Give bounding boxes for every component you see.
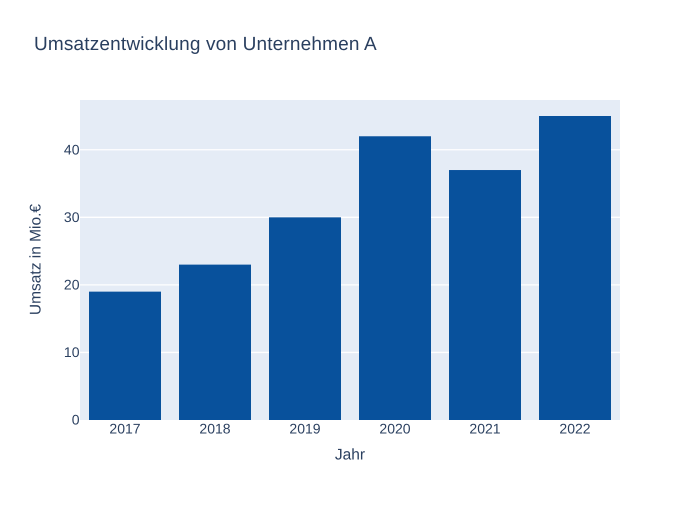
svg-text:2018: 2018	[199, 421, 230, 437]
svg-text:10: 10	[64, 344, 80, 360]
svg-text:20: 20	[64, 276, 80, 292]
svg-text:Umsatz in Mio.€: Umsatz in Mio.€	[27, 204, 44, 315]
svg-text:0: 0	[72, 411, 80, 427]
svg-text:2019: 2019	[289, 421, 320, 437]
svg-text:30: 30	[64, 209, 80, 225]
svg-text:Umsatzentwicklung von Unterneh: Umsatzentwicklung von Unternehmen A	[34, 34, 377, 55]
svg-text:2017: 2017	[109, 421, 140, 437]
svg-text:2020: 2020	[379, 421, 410, 437]
svg-text:Jahr: Jahr	[335, 446, 365, 463]
svg-text:2021: 2021	[469, 421, 500, 437]
svg-text:40: 40	[64, 141, 80, 157]
svg-text:2022: 2022	[559, 421, 590, 437]
